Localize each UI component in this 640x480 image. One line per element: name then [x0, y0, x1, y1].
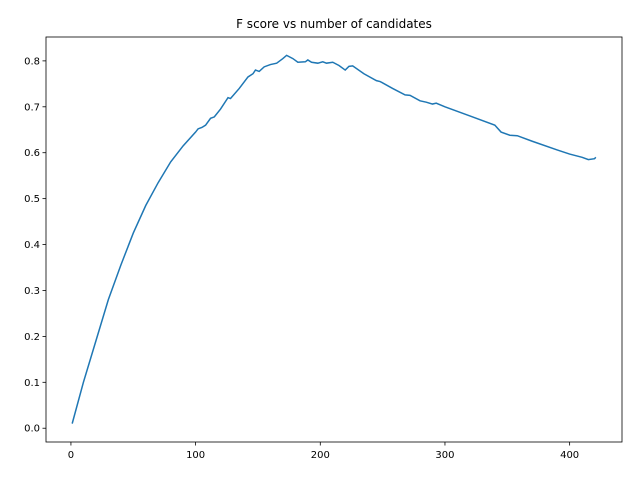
y-tick-label: 0.4 [24, 240, 40, 251]
y-tick-label: 0.5 [24, 194, 40, 205]
y-tick-label: 0.2 [24, 332, 40, 343]
y-tick-label: 0.8 [24, 56, 40, 67]
y-tick-label: 0.3 [24, 286, 40, 297]
plot-frame [45, 36, 623, 443]
x-tick-label: 100 [186, 450, 205, 461]
x-tick-label: 400 [560, 450, 579, 461]
x-tick-label: 200 [311, 450, 330, 461]
y-tick-label: 0.7 [24, 102, 40, 113]
y-tick-label: 0.0 [24, 424, 40, 435]
x-tick-label: 0 [68, 450, 74, 461]
x-tick-label: 300 [435, 450, 454, 461]
y-tick-label: 0.6 [24, 148, 40, 159]
chart-title: F score vs number of candidates [236, 17, 432, 31]
data-line [71, 54, 597, 424]
y-tick-label: 0.1 [24, 378, 40, 389]
